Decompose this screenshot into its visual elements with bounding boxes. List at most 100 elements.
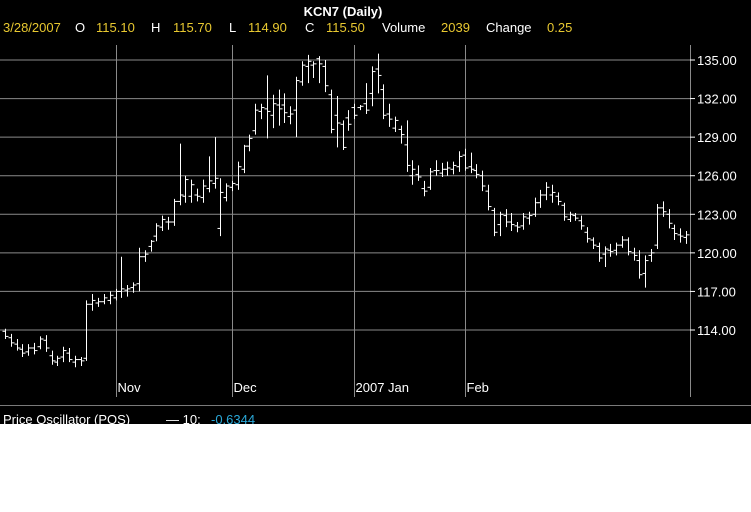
ohlc-bar [357,105,364,111]
ohlc-bar [299,61,306,86]
ohlc-bar [258,103,265,120]
ohlc-bar [677,228,684,243]
ohlc-bar [671,224,678,240]
ohlc-bar [380,84,387,120]
ohlc-bar [264,75,271,139]
ohlc-bar [456,151,463,172]
ohlc-bar [363,83,370,114]
ohlc-bar [142,250,149,262]
chart-panel: 135.00 132.00 129.00 126.00 123.00 120.00 117.… [0,0,751,424]
ohlc-bar [124,285,131,297]
y-tick-label: 117.00 [697,284,736,299]
ohlc-bar [200,179,207,203]
ohlc-bar [398,125,405,144]
ohlc-bar [95,297,102,307]
ohlc-series [2,53,690,368]
quote-volume-label: Volume [382,20,425,35]
ohlc-bar [223,183,230,202]
quote-high: 115.70 [173,20,212,35]
ohlc-bar [206,156,213,193]
x-tick-label: 2007 Jan [356,380,410,395]
ohlc-bar [334,96,341,148]
ohlc-bar [287,106,294,125]
ohlc-bar [217,178,224,237]
ohlc-bar [613,242,620,256]
ohlc-bar [450,161,457,175]
quote-open-label: O [75,20,85,35]
quote-close-label: C [305,20,314,35]
oscillator-value: -0.6344 [211,412,256,424]
ohlc-bar [107,291,114,305]
ohlc-bar [101,294,108,305]
ohlc-bar [386,103,393,127]
ohlc-bar [118,256,125,298]
y-tick-label: 120.00 [697,246,737,261]
ohlc-bar [485,184,492,211]
ohlc-bar [281,93,288,123]
quote-change: 0.25 [547,20,572,35]
ohlc-bar [171,198,178,226]
y-axis: 135.00 132.00 129.00 126.00 123.00 120.00 117.… [690,53,737,338]
ohlc-bar [31,342,38,355]
ohlc-bar [270,94,277,129]
ohlc-bar [549,184,556,203]
y-tick-label: 114.00 [697,323,736,338]
quote-low-label: L [229,20,236,35]
ohlc-bar [37,336,44,350]
ohlc-bar [345,110,352,131]
ohlc-bar [49,350,56,365]
ohlc-bar [246,134,253,152]
ohlc-bar [130,282,137,293]
ohlc-bar [473,164,480,179]
grid [0,45,691,397]
ohlc-bar [409,160,416,185]
ohlc-bar [596,242,603,262]
ohlc-bar [648,249,655,262]
ohlc-bar [25,344,32,356]
ohlc-bar [351,103,358,120]
oscillator-param: — 10: [166,412,201,424]
ohlc-bar [537,189,544,208]
ohlc-bar [148,240,155,252]
ohlc-bar [293,76,300,138]
oscillator-panel-header: Price Oscillator (POS) — 10: -0.6344 [0,405,751,424]
ohlc-bar [89,294,96,311]
ohlc-bar [182,175,189,203]
ohlc-bar [316,56,323,84]
ohlc-bar [322,60,329,93]
ohlc-bar [625,237,632,256]
ohlc-bar [683,231,690,244]
ohlc-bar [8,333,15,347]
ohlc-bar [508,213,515,231]
chart-title: KCN7 (Daily) [304,4,383,19]
ohlc-bar [72,355,79,368]
ohlc-bar [310,61,317,78]
ohlc-bar [578,215,585,230]
x-tick-label: Nov [118,380,142,395]
ohlc-bar [666,209,673,229]
ohlc-bar [660,201,667,217]
ohlc-bar [14,339,21,351]
ohlc-bar [520,213,527,230]
ohlc-bar [619,236,626,248]
quote-line: 3/28/2007 O 115.10 H 115.70 L 114.90 C 1… [3,20,572,35]
ohlc-bar [590,237,597,249]
ohlc-bar [404,120,411,172]
ohlc-bar [328,89,335,134]
oscillator-strip: Price Oscillator (POS) — 10: -0.6344 [0,405,751,424]
ohlc-bar [468,152,475,174]
ohlc-bar [654,204,661,249]
ohlc-bar [392,116,399,132]
quote-change-label: Change [486,20,532,35]
ohlc-bar [177,143,184,206]
chart-background [0,0,751,405]
ohlc-bar [235,161,242,190]
ohlc-bar [2,328,9,339]
ohlc-bar [584,227,591,243]
ohlc-bar [567,211,574,222]
ohlc-bar [252,103,259,135]
ohlc-bar [159,215,166,231]
quote-high-label: H [151,20,160,35]
ohlc-bar [636,250,643,279]
quote-volume: 2039 [441,20,470,35]
